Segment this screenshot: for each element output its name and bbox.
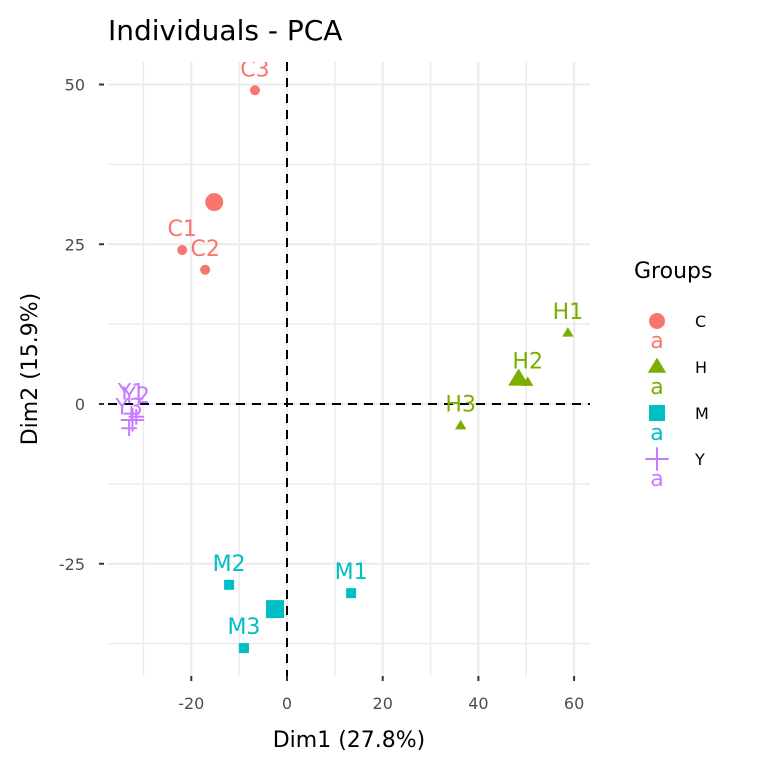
point-m2 [224, 579, 235, 590]
point-label-y3: Y3 [114, 395, 142, 420]
legend-key-m [649, 405, 665, 421]
point-h1 [562, 327, 574, 337]
centroid-m [266, 600, 285, 619]
series-m: M1 M2 M3 [213, 552, 368, 654]
y-axis-title: Dim2 (15.9%) [18, 293, 43, 446]
point-label-h1: H1 [553, 300, 584, 325]
legend-label: H [695, 358, 707, 377]
centroid-c [205, 193, 224, 212]
legend-label: C [695, 312, 706, 331]
y-tick-label: -25 [59, 555, 85, 574]
x-axis: -20 0 20 40 60 [178, 676, 584, 713]
centroid-h [508, 368, 529, 386]
x-tick-label: 40 [468, 694, 488, 713]
legend-key-c [649, 313, 665, 329]
y-tick-label: 25 [65, 235, 85, 254]
legend-text-key: a [650, 467, 663, 492]
legend-key-h [647, 357, 667, 373]
legend-key-y [645, 447, 669, 471]
series-h: H1 H2 H3 [445, 300, 584, 430]
reference-lines [108, 62, 590, 676]
point-h3 [454, 419, 467, 430]
point-c2 [200, 264, 211, 275]
y-tick-label: 50 [65, 76, 85, 95]
legend-label: M [695, 404, 709, 423]
chart-title: Individuals - PCA [108, 14, 342, 47]
legend-text-key: a [650, 329, 663, 354]
legend-title: Groups [634, 259, 712, 284]
x-tick-label: -20 [178, 694, 204, 713]
legend-label: Y [694, 450, 705, 469]
point-c3 [249, 85, 260, 96]
point-c1 [177, 245, 188, 256]
point-label-c3: C3 [240, 57, 269, 82]
point-y2 [128, 408, 145, 425]
point-label-c2: C2 [190, 237, 219, 262]
point-h2 [521, 376, 534, 386]
point-m1 [346, 588, 357, 599]
legend-text-key: a [650, 375, 663, 400]
point-label-m3: M3 [227, 615, 260, 640]
legend-entry-y: aY [645, 447, 705, 492]
legend-text-key: a [650, 421, 663, 446]
point-label-y1: Y1 [117, 381, 145, 406]
x-tick-label: 20 [373, 694, 393, 713]
y-tick-label: 0 [75, 395, 85, 414]
point-label-c1: C1 [168, 217, 197, 242]
y-axis: -25 0 25 50 [59, 76, 104, 574]
legend-entry-m: aM [649, 404, 709, 446]
point-label-m1: M1 [335, 560, 368, 585]
point-y3 [121, 420, 137, 437]
legend-entry-c: aC [649, 312, 706, 354]
x-tick-label: 60 [564, 694, 584, 713]
legend-entry-h: aH [647, 357, 707, 400]
x-tick-label: 0 [282, 694, 292, 713]
point-label-h2: H2 [512, 349, 543, 374]
point-m3 [238, 643, 249, 654]
point-label-h3: H3 [445, 393, 476, 418]
point-label-y2: Y2 [122, 384, 150, 409]
point-label-m2: M2 [213, 552, 246, 577]
x-axis-title: Dim1 (27.8%) [273, 728, 426, 753]
